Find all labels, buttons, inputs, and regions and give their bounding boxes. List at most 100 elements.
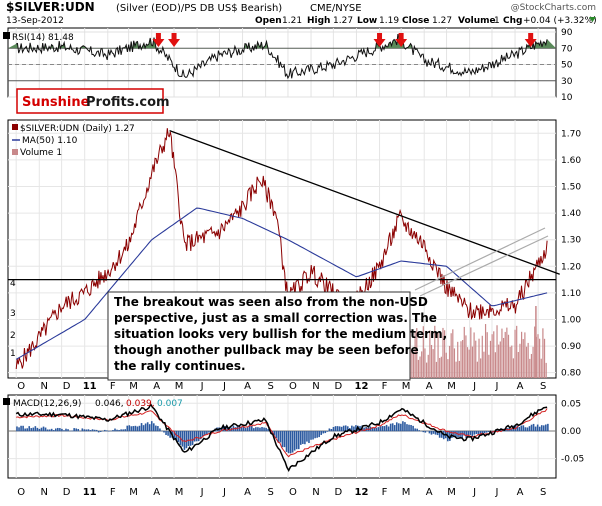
- annotation-line-2: perspective, just as a small correction …: [114, 311, 437, 325]
- month-label: N: [41, 381, 48, 392]
- month-label: N: [312, 381, 319, 392]
- month-label: A: [517, 487, 524, 498]
- month-label: A: [517, 381, 524, 392]
- price-legend-volume: Volume 1: [20, 148, 62, 158]
- month-label: D: [63, 487, 71, 498]
- month-label: J: [472, 381, 476, 392]
- month-label: O: [17, 487, 25, 498]
- month-label: M: [402, 381, 411, 392]
- month-label: M: [402, 487, 411, 498]
- price-tick-label: 1.00: [561, 315, 581, 325]
- svg-text:1.21: 1.21: [282, 16, 302, 26]
- price-tick-label: 1.50: [561, 182, 581, 192]
- month-label: S: [267, 487, 273, 498]
- month-label: 12: [354, 381, 368, 392]
- macd-value-3: 0.007: [157, 399, 183, 409]
- month-label: M: [175, 381, 184, 392]
- volume-tick-label: 4: [10, 279, 16, 289]
- rsi-tick-label: 50: [561, 61, 573, 71]
- svg-text:1.27: 1.27: [333, 16, 353, 26]
- month-label: F: [110, 487, 116, 498]
- month-label: J: [494, 381, 498, 392]
- svg-text:+0.04 (+3.32%): +0.04 (+3.32%): [523, 16, 597, 26]
- svg-text:Profits.com: Profits.com: [86, 95, 170, 110]
- month-label: J: [222, 487, 226, 498]
- month-label: 11: [83, 487, 97, 498]
- price-tick-label: 1.60: [561, 156, 581, 166]
- chart-symbol: $SILVER:UDN: [6, 0, 95, 14]
- month-label: D: [63, 381, 71, 392]
- annotation-box: The breakout was seen also from the non-…: [108, 292, 447, 380]
- month-label: M: [129, 487, 138, 498]
- annotation-line-3: situation looks very bullish for the med…: [114, 327, 447, 341]
- rsi-tick-label: 70: [561, 44, 573, 54]
- chart-date: 13-Sep-2012: [6, 16, 64, 26]
- month-axis-macd: O N D 11 F M A M J J A S O N D 12 F M A M J J A S: [17, 487, 546, 498]
- volume-tick-label: 1: [10, 349, 16, 359]
- rsi-legend: RSI(14) 81.48: [12, 33, 74, 43]
- month-label: 12: [354, 487, 368, 498]
- macd-tick-label: 0.00: [561, 427, 581, 437]
- month-label: O: [17, 381, 25, 392]
- macd-tick-label: -0.05: [561, 455, 584, 465]
- svg-text:1: 1: [494, 16, 500, 26]
- month-label: N: [312, 487, 319, 498]
- svg-text:1.19: 1.19: [379, 16, 399, 26]
- rsi-tick-label: 90: [561, 28, 573, 38]
- month-label: J: [494, 487, 498, 498]
- svg-text:Chg: Chg: [503, 16, 522, 26]
- month-label: F: [382, 487, 388, 498]
- month-label: J: [472, 487, 476, 498]
- month-label: M: [447, 487, 456, 498]
- month-label: J: [200, 487, 204, 498]
- month-label: N: [41, 487, 48, 498]
- month-label: A: [244, 381, 251, 392]
- svg-text:Sunshine: Sunshine: [22, 95, 90, 110]
- month-label: F: [110, 381, 116, 392]
- month-label: F: [382, 381, 388, 392]
- month-label: S: [540, 381, 546, 392]
- svg-text:Open: Open: [255, 16, 282, 26]
- month-label: M: [129, 381, 138, 392]
- month-label: A: [244, 487, 251, 498]
- annotation-line-1: The breakout was seen also from the non-…: [114, 295, 428, 309]
- stockcharts-watermark: @StockCharts.com: [511, 3, 596, 13]
- chart-description: (Silver (EOD)/PS DB US$ Bearish): [116, 3, 282, 14]
- svg-text:High: High: [307, 16, 330, 26]
- month-label: J: [222, 381, 226, 392]
- month-label: A: [426, 487, 433, 498]
- month-label: D: [335, 487, 343, 498]
- svg-text:1.27: 1.27: [432, 16, 452, 26]
- price-legend-main: $SILVER:UDN (Daily) 1.27: [20, 124, 135, 134]
- chart-exchange: CME/NYSE: [310, 3, 362, 14]
- svg-text:Volume: Volume: [458, 16, 496, 26]
- rsi-tick-label: 30: [561, 77, 573, 87]
- ohlc-readout: Open 1.21 High 1.27 Low 1.19 Close 1.27 …: [255, 16, 597, 26]
- month-label: J: [200, 381, 204, 392]
- price-tick-label: 1.20: [561, 262, 581, 272]
- macd-legend-label: MACD(12,26,9): [13, 399, 81, 409]
- month-label: A: [426, 381, 433, 392]
- month-label: M: [447, 381, 456, 392]
- annotation-line-5: the rally continues.: [114, 359, 246, 373]
- macd-value-1: 0.046,: [95, 399, 124, 409]
- price-tick-label: 1.10: [561, 289, 581, 299]
- svg-text:Close: Close: [402, 16, 429, 26]
- price-tick-label: 1.40: [561, 209, 581, 219]
- volume-tick-label: 3: [10, 309, 16, 319]
- price-panel: 1.701.601.501.401.301.201.101.000.900.80…: [8, 120, 581, 380]
- month-label: O: [289, 487, 297, 498]
- month-label: 11: [83, 381, 97, 392]
- month-label: A: [153, 381, 160, 392]
- price-tick-label: 0.80: [561, 369, 581, 379]
- price-tick-label: 1.30: [561, 236, 581, 246]
- sunshine-profits-logo: Sunshine Profits.com: [17, 89, 170, 113]
- month-label: D: [335, 381, 343, 392]
- month-label: A: [153, 487, 160, 498]
- month-label: S: [540, 487, 546, 498]
- month-label: M: [175, 487, 184, 498]
- month-label: O: [289, 381, 297, 392]
